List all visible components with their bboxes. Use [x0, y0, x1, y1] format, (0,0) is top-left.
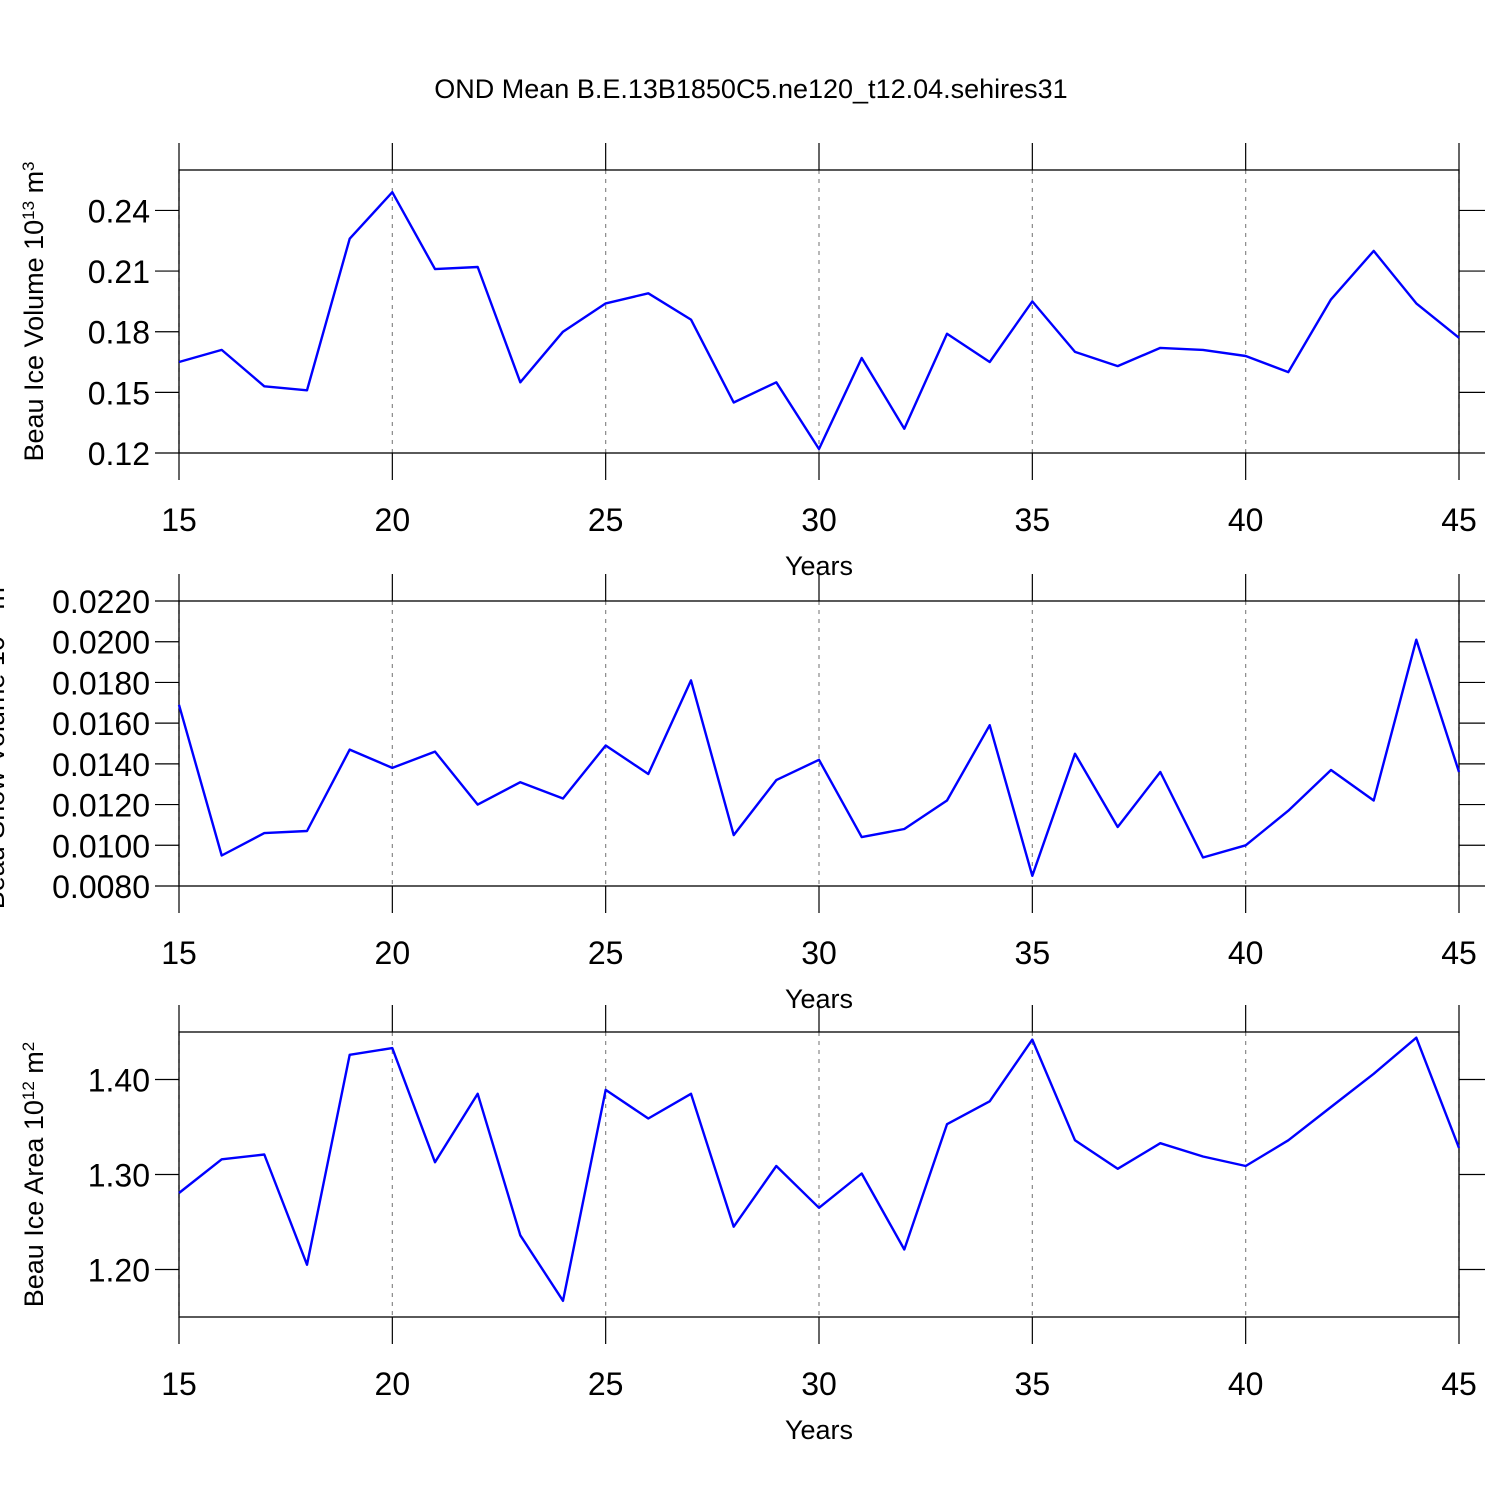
y-tick-label: 0.0080 [52, 869, 150, 905]
x-tick-label: 25 [588, 502, 624, 538]
x-tick-label: 35 [1015, 502, 1051, 538]
y-axis-label-part: 3 [19, 161, 38, 170]
y-axis-label: Beau Snow Volume 1013 m3 [0, 578, 10, 910]
y-axis-label-part: m [19, 171, 49, 201]
y-tick-label: 0.0120 [52, 788, 150, 824]
panel: 15 20 25 30 35 40 45 1.20 1.30 1.40 Years Beau Ice … [19, 1005, 1485, 1445]
x-tick-label: 40 [1228, 502, 1264, 538]
y-axis-label-part: Beau Ice Volume 10 [19, 220, 49, 462]
y-axis-label-part: m [0, 587, 10, 617]
y-tick-label: 1.40 [88, 1063, 150, 1099]
x-tick-label: 20 [375, 502, 411, 538]
y-tick-label: 1.30 [88, 1158, 150, 1194]
y-tick-label: 0.0200 [52, 625, 150, 661]
x-tick-label: 15 [161, 1366, 197, 1402]
x-tick-label: 15 [161, 935, 197, 971]
y-tick-label: 0.12 [88, 436, 150, 472]
y-tick-label: 0.0160 [52, 706, 150, 742]
plot-frame [178, 169, 1460, 454]
y-axis-label-part: Beau Ice Area 10 [19, 1100, 49, 1307]
panel: 15 20 25 30 35 40 45 0.0080 0.0100 0.0120 0.0140 0.… [0, 574, 1485, 1014]
x-tick-label: 45 [1441, 935, 1477, 971]
y-axis-label: Beau Ice Volume 1013 m3 [19, 161, 50, 461]
plot-frame [178, 1031, 1460, 1318]
x-tick-label: 15 [161, 502, 197, 538]
plot-frame [178, 600, 1460, 887]
y-tick-label: 0.24 [88, 193, 150, 229]
x-tick-label: 45 [1441, 1366, 1477, 1402]
figure-title: OND Mean B.E.13B1850C5.ne120_t12.04.sehi… [434, 74, 1067, 104]
y-tick-label: 0.15 [88, 375, 150, 411]
y-axis-label-part: 12 [19, 1081, 38, 1100]
y-axis-label: Beau Ice Area 1012 m2 [19, 1042, 50, 1308]
y-axis-label-part: m [19, 1051, 49, 1081]
data-line [177, 638, 1461, 877]
x-tick-label: 35 [1015, 935, 1051, 971]
y-axis-label-part: 13 [19, 201, 38, 220]
x-tick-label: 30 [801, 502, 837, 538]
x-tick-label: 35 [1015, 1366, 1051, 1402]
x-tick-label: 40 [1228, 1366, 1264, 1402]
y-tick-label: 1.20 [88, 1253, 150, 1289]
x-tick-label: 40 [1228, 935, 1264, 971]
x-tick-label: 30 [801, 1366, 837, 1402]
y-axis-label-part: 2 [19, 1042, 38, 1051]
y-tick-label: 0.0140 [52, 747, 150, 783]
x-tick-label: 25 [588, 1366, 624, 1402]
data-line [178, 1036, 1461, 1303]
y-tick-label: 0.21 [88, 254, 150, 290]
panel: 15 20 25 30 35 40 450.120.150.180.210.24YearsB… [19, 143, 1485, 581]
y-tick-label: 0.0220 [52, 584, 150, 620]
x-tick-label: 25 [588, 935, 624, 971]
x-tick-label: 20 [375, 1366, 411, 1402]
y-tick-label: 0.0180 [52, 665, 150, 701]
y-axis-label-part: Beau Snow Volume 10 [0, 636, 10, 909]
x-tick-label: 45 [1441, 502, 1477, 538]
x-tick-label: 30 [801, 935, 837, 971]
data-line [178, 190, 1460, 451]
x-tick-label: 20 [375, 935, 411, 971]
y-tick-label: 0.0100 [52, 828, 150, 864]
y-tick-label: 0.18 [88, 315, 150, 351]
x-axis-label: Years [785, 1415, 853, 1445]
